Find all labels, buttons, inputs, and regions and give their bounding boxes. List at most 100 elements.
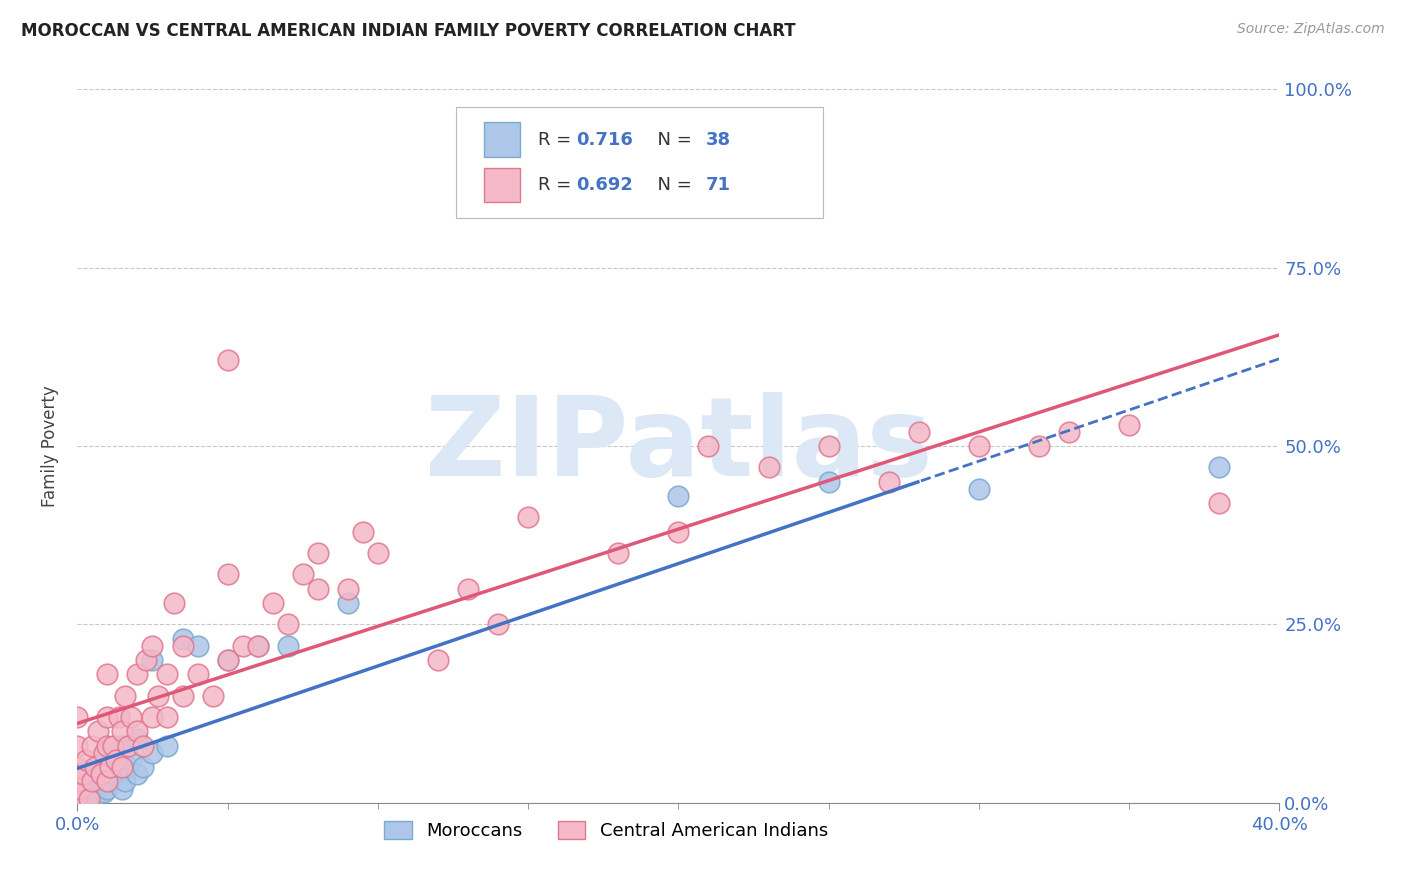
Point bbox=[66, 710, 89, 724]
Bar bbox=[484, 122, 520, 157]
Point bbox=[141, 653, 163, 667]
Point bbox=[172, 689, 194, 703]
Point bbox=[156, 710, 179, 724]
Point bbox=[517, 510, 540, 524]
Bar bbox=[484, 168, 520, 202]
Point bbox=[201, 689, 224, 703]
Point bbox=[82, 767, 104, 781]
Point bbox=[817, 475, 839, 489]
Point bbox=[217, 353, 239, 368]
Point bbox=[277, 617, 299, 632]
Point bbox=[66, 781, 89, 796]
Point bbox=[486, 617, 509, 632]
Point bbox=[232, 639, 254, 653]
Point bbox=[84, 760, 107, 774]
Text: N =: N = bbox=[645, 176, 697, 194]
Point bbox=[114, 689, 136, 703]
Point bbox=[307, 582, 329, 596]
Point bbox=[111, 760, 134, 774]
Point bbox=[457, 582, 479, 596]
Point bbox=[132, 739, 155, 753]
Point bbox=[100, 774, 122, 789]
Point bbox=[172, 632, 194, 646]
Point bbox=[75, 792, 97, 806]
Point bbox=[217, 653, 239, 667]
Point bbox=[607, 546, 630, 560]
Point bbox=[84, 789, 107, 803]
Point bbox=[336, 582, 359, 596]
Point bbox=[66, 792, 89, 806]
Legend: Moroccans, Central American Indians: Moroccans, Central American Indians bbox=[377, 814, 835, 847]
Point bbox=[817, 439, 839, 453]
Point bbox=[697, 439, 720, 453]
Point bbox=[79, 774, 101, 789]
Point bbox=[141, 746, 163, 760]
Point bbox=[1208, 496, 1230, 510]
Point bbox=[75, 753, 97, 767]
Point bbox=[1118, 417, 1140, 432]
Text: 71: 71 bbox=[706, 176, 731, 194]
Point bbox=[1208, 460, 1230, 475]
Point bbox=[186, 639, 209, 653]
Point bbox=[162, 596, 184, 610]
Text: MOROCCAN VS CENTRAL AMERICAN INDIAN FAMILY POVERTY CORRELATION CHART: MOROCCAN VS CENTRAL AMERICAN INDIAN FAMI… bbox=[21, 22, 796, 40]
Point bbox=[120, 753, 142, 767]
Point bbox=[114, 774, 136, 789]
Point bbox=[93, 785, 115, 799]
Point bbox=[87, 760, 110, 774]
Point bbox=[82, 781, 104, 796]
Point bbox=[336, 596, 359, 610]
Point bbox=[96, 774, 118, 789]
Point bbox=[96, 739, 118, 753]
Point bbox=[82, 739, 104, 753]
Point bbox=[1028, 439, 1050, 453]
Point bbox=[66, 789, 89, 803]
Point bbox=[72, 789, 94, 803]
Text: 0.692: 0.692 bbox=[576, 176, 633, 194]
Point bbox=[93, 746, 115, 760]
Point bbox=[66, 739, 89, 753]
Point bbox=[427, 653, 450, 667]
Point bbox=[117, 739, 139, 753]
Text: R =: R = bbox=[537, 130, 576, 149]
Point bbox=[246, 639, 269, 653]
Point bbox=[87, 724, 110, 739]
Point bbox=[186, 667, 209, 681]
Point bbox=[668, 524, 690, 539]
Point bbox=[277, 639, 299, 653]
Point bbox=[96, 710, 118, 724]
Text: Source: ZipAtlas.com: Source: ZipAtlas.com bbox=[1237, 22, 1385, 37]
Text: 0.716: 0.716 bbox=[576, 130, 633, 149]
Point bbox=[82, 774, 104, 789]
Point bbox=[111, 739, 134, 753]
Point bbox=[217, 567, 239, 582]
Point bbox=[908, 425, 931, 439]
Point bbox=[111, 724, 134, 739]
Point bbox=[367, 546, 389, 560]
Point bbox=[352, 524, 374, 539]
Point bbox=[758, 460, 780, 475]
Point bbox=[127, 724, 149, 739]
Point bbox=[105, 753, 128, 767]
Point bbox=[100, 760, 122, 774]
Point bbox=[967, 439, 990, 453]
Point bbox=[69, 781, 91, 796]
Point bbox=[135, 653, 157, 667]
Point bbox=[132, 760, 155, 774]
Point bbox=[90, 767, 112, 781]
Point bbox=[108, 710, 131, 724]
Point bbox=[141, 639, 163, 653]
Point bbox=[96, 667, 118, 681]
Point bbox=[127, 767, 149, 781]
Text: ZIPatlas: ZIPatlas bbox=[425, 392, 932, 500]
Y-axis label: Family Poverty: Family Poverty bbox=[41, 385, 59, 507]
Point bbox=[127, 667, 149, 681]
Point bbox=[246, 639, 269, 653]
Point bbox=[90, 774, 112, 789]
Point bbox=[148, 689, 170, 703]
Point bbox=[291, 567, 314, 582]
Point bbox=[877, 475, 900, 489]
Point bbox=[66, 760, 89, 774]
Point bbox=[96, 746, 118, 760]
Point bbox=[141, 710, 163, 724]
